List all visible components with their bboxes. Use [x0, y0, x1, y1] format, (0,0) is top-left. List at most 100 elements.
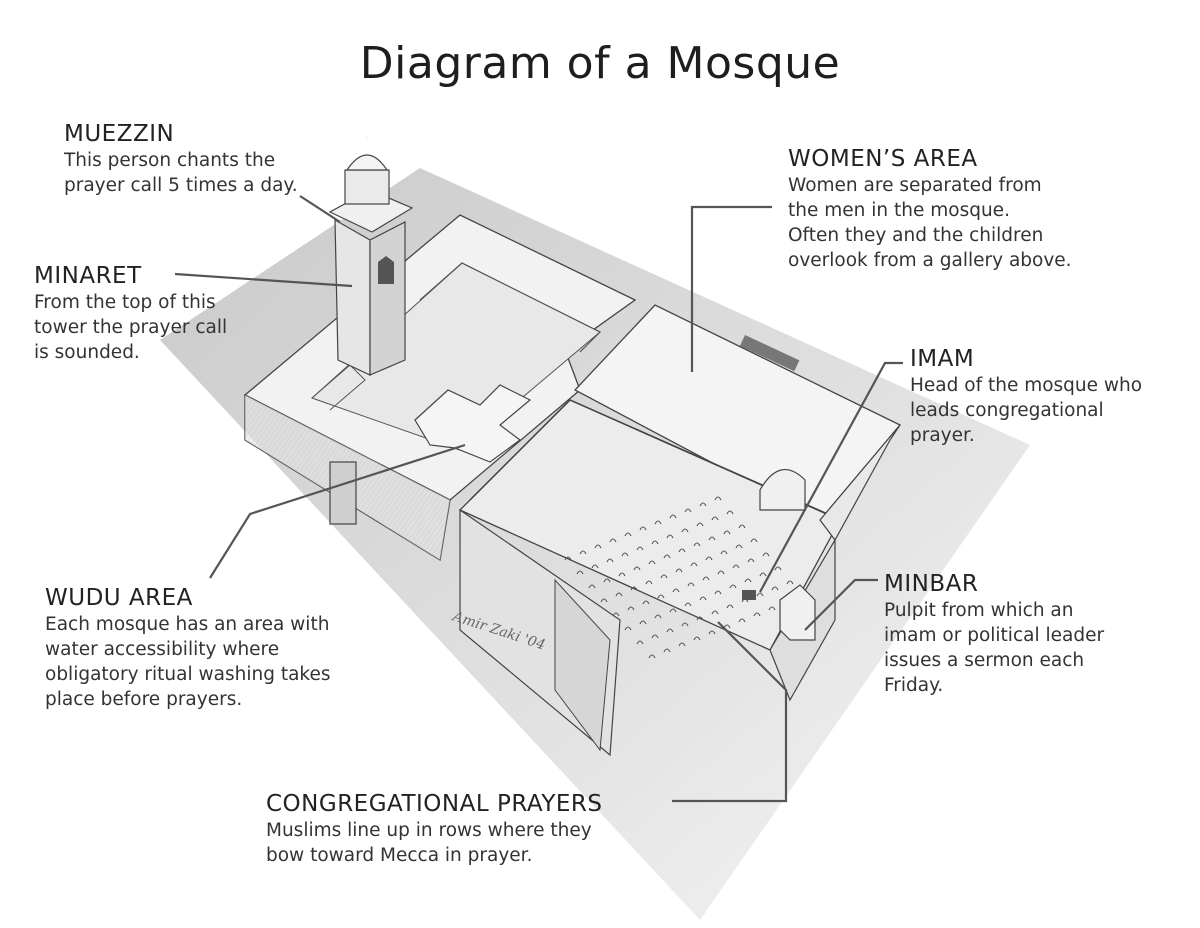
worshipper: [762, 552, 770, 557]
worshipper: [675, 568, 683, 573]
worshipper: [681, 528, 689, 533]
worshipper: [711, 516, 719, 521]
worshipper: [738, 618, 746, 623]
worshipper: [657, 594, 665, 599]
label-congregational-text: Muslims line up in rows where they bow t…: [266, 820, 592, 866]
minaret-window: [378, 256, 394, 284]
worshipper: [663, 648, 671, 653]
worshipper: [717, 570, 725, 575]
worshipper: [642, 600, 650, 605]
worshipper: [711, 610, 719, 615]
label-wudu-heading: WUDU AREA: [45, 585, 193, 611]
worshipper: [735, 544, 743, 549]
worshipper: [666, 534, 674, 539]
worshipper: [594, 544, 602, 549]
label-wudu-text: Each mosque has an area with water acces…: [45, 614, 331, 710]
label-minbar-text: Pulpit from which an imam or political l…: [884, 600, 1105, 696]
leader-muezzin: [299, 195, 341, 223]
worshipper: [720, 550, 728, 555]
leader-women: [690, 205, 772, 372]
worshipper: [708, 630, 716, 635]
worshipper: [636, 546, 644, 551]
minaret-shaft-side: [369, 221, 406, 376]
label-womens-area: WOMEN’S AREA Women are separated from th…: [788, 145, 1148, 273]
worshipper: [684, 508, 692, 513]
label-muezzin-heading: MUEZZIN: [64, 121, 175, 147]
roof-vent: [739, 335, 800, 372]
wudu-fountain: [414, 384, 532, 463]
worshipper: [759, 572, 767, 577]
leader-lines: [174, 195, 903, 803]
worshipper: [714, 590, 722, 595]
worshipper: [678, 642, 686, 647]
worshipper: [732, 564, 740, 569]
courtyard-arcade-back: [419, 262, 602, 353]
worshipper: [669, 514, 677, 519]
minbar: [779, 584, 816, 641]
worshipper: [576, 570, 584, 575]
worshipper: [654, 520, 662, 525]
worshipper: [639, 526, 647, 531]
worshipper: [648, 654, 656, 659]
worshipper: [771, 586, 779, 591]
worshipper: [744, 578, 752, 583]
worshipper: [564, 556, 572, 561]
label-congregational-prayers: CONGREGATIONAL PRAYERS Muslims line up i…: [266, 790, 706, 868]
worshipper: [693, 542, 701, 547]
leader-minaret: [174, 272, 353, 288]
worshipper: [723, 530, 731, 535]
label-minaret-heading: MINARET: [34, 263, 142, 289]
label-congregational-heading: CONGREGATIONAL PRAYERS: [266, 791, 603, 817]
minaret-crescent: [360, 137, 368, 150]
worshipper: [612, 612, 620, 617]
worshipper: [615, 592, 623, 597]
page-title: Diagram of a Mosque: [359, 38, 841, 89]
worshipper: [699, 502, 707, 507]
worshipper: [669, 608, 677, 613]
label-minbar-heading: MINBAR: [884, 571, 979, 597]
worshipper: [750, 538, 758, 543]
leader-wudu: [209, 443, 466, 579]
worshipper: [591, 564, 599, 569]
worshipper: [702, 576, 710, 581]
worshipper: [660, 574, 668, 579]
worshipper: [630, 586, 638, 591]
label-minbar: MINBAR Pulpit from which an imam or poli…: [884, 570, 1174, 698]
worshipper: [768, 606, 776, 611]
worshipper: [624, 626, 632, 631]
label-womens-area-heading: WOMEN’S AREA: [788, 146, 978, 172]
worshipper-rows: [564, 496, 806, 659]
worshipper: [579, 550, 587, 555]
worshipper: [663, 554, 671, 559]
worshipper: [588, 584, 596, 589]
worshipper: [633, 566, 641, 571]
label-imam: IMAM Head of the mosque who leads congre…: [910, 345, 1200, 448]
outer-wall-front-face-2: [554, 578, 611, 752]
worshipper: [651, 540, 659, 545]
minaret-dome: [345, 154, 389, 171]
entrance-door: [329, 461, 357, 525]
worshipper: [672, 588, 680, 593]
worshipper: [729, 584, 737, 589]
worshipper: [708, 536, 716, 541]
worshipper: [696, 616, 704, 621]
leader-congregational: [672, 621, 788, 803]
worshipper: [705, 556, 713, 561]
worshipper: [606, 558, 614, 563]
worshipper: [753, 612, 761, 617]
outer-wall-right-top: [819, 424, 901, 542]
worshipper: [693, 636, 701, 641]
label-imam-heading: IMAM: [910, 346, 975, 372]
worshipper: [666, 628, 674, 633]
prayer-hall-colonnade: [469, 399, 831, 516]
imam-figure: [742, 590, 756, 600]
label-minaret: MINARET From the top of this tower the p…: [34, 262, 274, 365]
worshipper: [747, 558, 755, 563]
worshipper: [639, 620, 647, 625]
worshipper: [600, 598, 608, 603]
worshipper: [645, 580, 653, 585]
worshipper: [699, 596, 707, 601]
worshipper: [756, 592, 764, 597]
worshipper: [627, 606, 635, 611]
